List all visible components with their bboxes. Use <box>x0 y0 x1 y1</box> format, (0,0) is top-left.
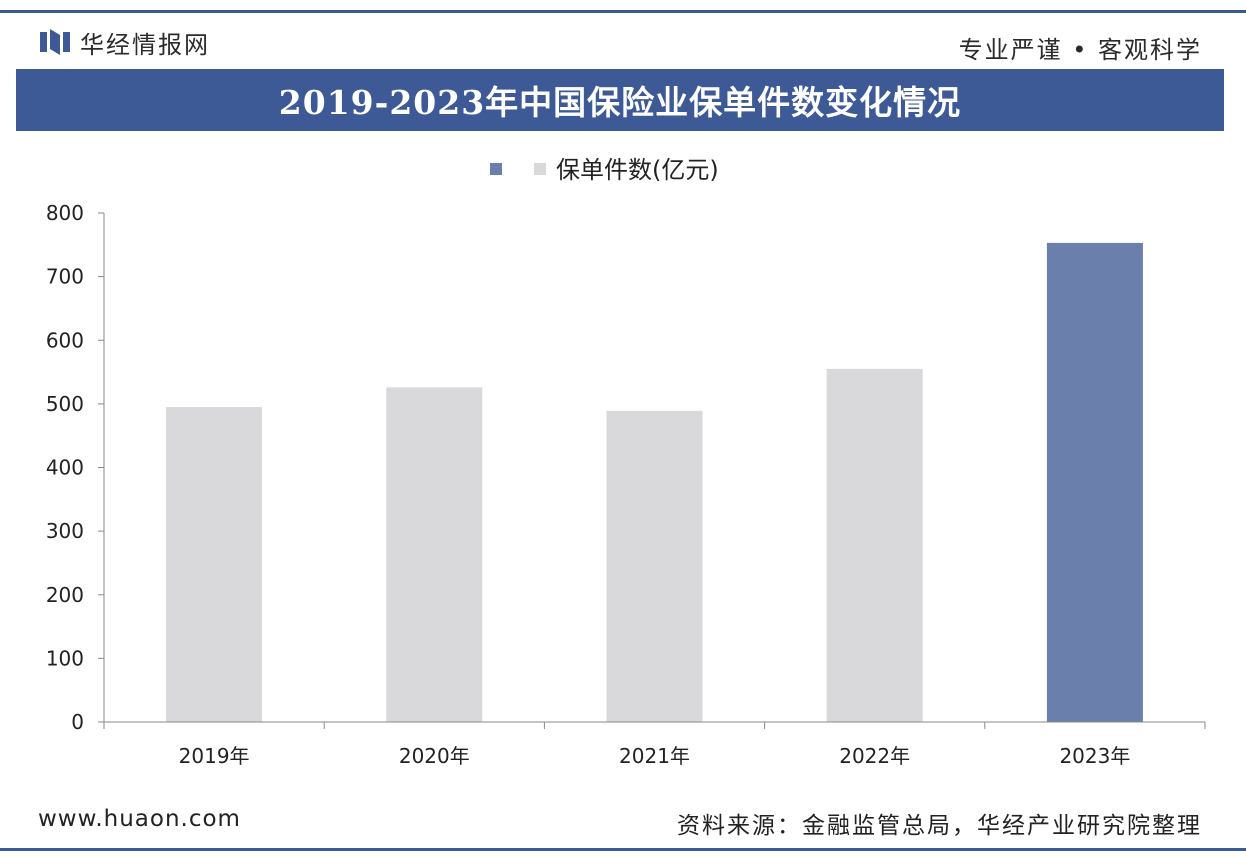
legend: 保单件数(亿元) <box>490 156 719 184</box>
top-accent-line <box>0 10 1246 13</box>
y-axis: 0 100 200 300 400 500 600 700 800 <box>46 201 105 734</box>
website-url: www.huaon.com <box>38 806 241 832</box>
y-tick-label: 400 <box>46 456 84 480</box>
bar-2 <box>386 387 483 722</box>
legend-swatch-highlight <box>490 163 502 175</box>
bar-5 <box>1046 242 1143 722</box>
chart-title-band: 2019-2023年中国保险业保单件数变化情况 <box>16 69 1224 131</box>
x-axis: 2019年 2020年 2021年 2022年 2023年 <box>103 721 1206 768</box>
legend-swatch-default <box>534 163 546 175</box>
y-tick-label: 800 <box>46 201 84 225</box>
chart-title: 2019-2023年中国保险业保单件数变化情况 <box>278 83 962 122</box>
y-tick-label: 0 <box>71 710 84 734</box>
x-tick-label: 2019年 <box>179 744 250 768</box>
x-tick-label: 2020年 <box>399 744 470 768</box>
bar-1 <box>166 407 263 722</box>
y-tick-label: 500 <box>46 392 84 416</box>
y-tick-label: 300 <box>46 519 84 543</box>
header: 华经情报网 专业严谨 • 客观科学 <box>0 18 1246 66</box>
bars <box>166 242 1143 722</box>
bar-chart: 保单件数(亿元) 0 100 200 300 400 500 600 700 800 2019年… <box>46 156 1206 768</box>
x-tick-label: 2022年 <box>839 744 910 768</box>
legend-label: 保单件数(亿元) <box>556 156 719 184</box>
data-source: 资料来源：金融监管总局，华经产业研究院整理 <box>677 813 1202 839</box>
y-tick-label: 700 <box>46 265 84 289</box>
brand-logo: 华经情报网 <box>40 26 210 59</box>
bottom-accent-line <box>0 848 1246 851</box>
y-tick-label: 100 <box>46 646 84 670</box>
brand-logo-icon <box>40 29 70 55</box>
brand-name: 华经情报网 <box>80 30 210 59</box>
bar-3 <box>606 410 703 722</box>
footer: www.huaon.com 资料来源：金融监管总局，华经产业研究院整理 <box>0 800 1246 840</box>
y-tick-label: 200 <box>46 583 84 607</box>
slogan: 专业严谨 • 客观科学 <box>958 36 1202 64</box>
bar-4 <box>826 368 923 722</box>
x-tick-label: 2023年 <box>1059 744 1130 768</box>
y-tick-label: 600 <box>46 328 84 352</box>
x-tick-label: 2021年 <box>619 744 690 768</box>
